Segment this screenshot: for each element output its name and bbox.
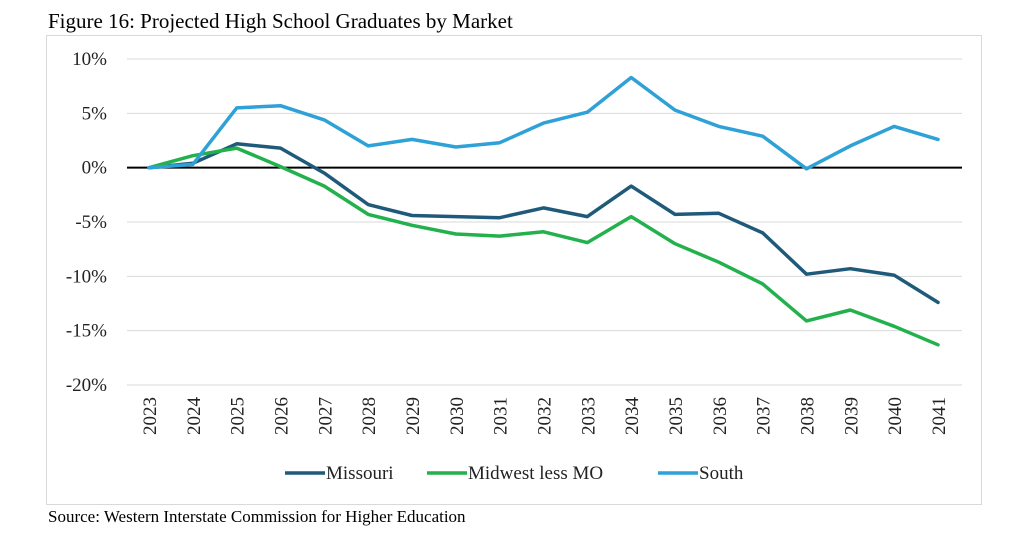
legend-label-midwest-less-mo: Midwest less MO <box>468 463 603 484</box>
x-axis-tick-labels: 2023 2024 2025 2026 2027 2028 2029 2030 2031 2032… <box>140 397 950 436</box>
legend: Missouri Midwest less MO South <box>285 463 744 484</box>
series-line-midwest-less-mo <box>147 146 940 347</box>
line-chart: 10%5%0%-5%-10%-15%-20% 2023 2024 2025 2026 2… <box>66 49 962 484</box>
x-tick-label: 2025 <box>228 397 249 435</box>
x-tick-label: 2030 <box>447 397 468 435</box>
x-tick-label: 2040 <box>885 397 906 435</box>
y-tick-label: 5% <box>82 103 108 124</box>
series-lines <box>147 75 940 347</box>
figure-title: Figure 16: Projected High School Graduat… <box>48 9 513 33</box>
x-tick-label: 2038 <box>798 397 819 435</box>
x-tick-label: 2028 <box>359 397 380 435</box>
y-tick-label: -5% <box>75 212 107 233</box>
x-tick-label: 2024 <box>184 397 205 436</box>
x-tick-label: 2027 <box>315 397 336 435</box>
x-tick-label: 2041 <box>929 397 950 435</box>
x-tick-label: 2029 <box>403 397 424 435</box>
x-tick-label: 2039 <box>841 397 862 435</box>
y-axis-tick-labels: 10% 5% 0% -5% -10% -15% -20% <box>66 49 107 396</box>
chart-area: 10% 5% 0% -5% -10% -15% -20% 2023 2024 2025 2026 2… <box>46 35 982 505</box>
y-tick-label: -15% <box>66 321 107 342</box>
legend-label-south: South <box>699 463 744 484</box>
x-tick-label: 2036 <box>710 397 731 435</box>
legend-label-missouri: Missouri <box>326 463 394 484</box>
x-tick-label: 2035 <box>666 397 687 435</box>
source-note: Source: Western Interstate Commission fo… <box>48 507 466 526</box>
y-tick-label: 0% <box>82 158 108 179</box>
y-tick-label: -20% <box>66 375 107 396</box>
series-line-missouri <box>147 142 940 305</box>
series-line-south <box>147 75 940 171</box>
x-tick-label: 2033 <box>578 397 599 435</box>
x-tick-label: 2032 <box>535 397 556 435</box>
x-tick-label: 2034 <box>622 397 643 436</box>
x-tick-label: 2026 <box>272 397 293 435</box>
x-tick-label: 2023 <box>140 397 161 435</box>
x-tick-label: 2031 <box>491 397 512 435</box>
gridlines <box>127 58 962 386</box>
x-tick-label: 2037 <box>754 397 775 435</box>
y-tick-label: -10% <box>66 266 107 287</box>
y-tick-label: 10% <box>72 49 107 70</box>
